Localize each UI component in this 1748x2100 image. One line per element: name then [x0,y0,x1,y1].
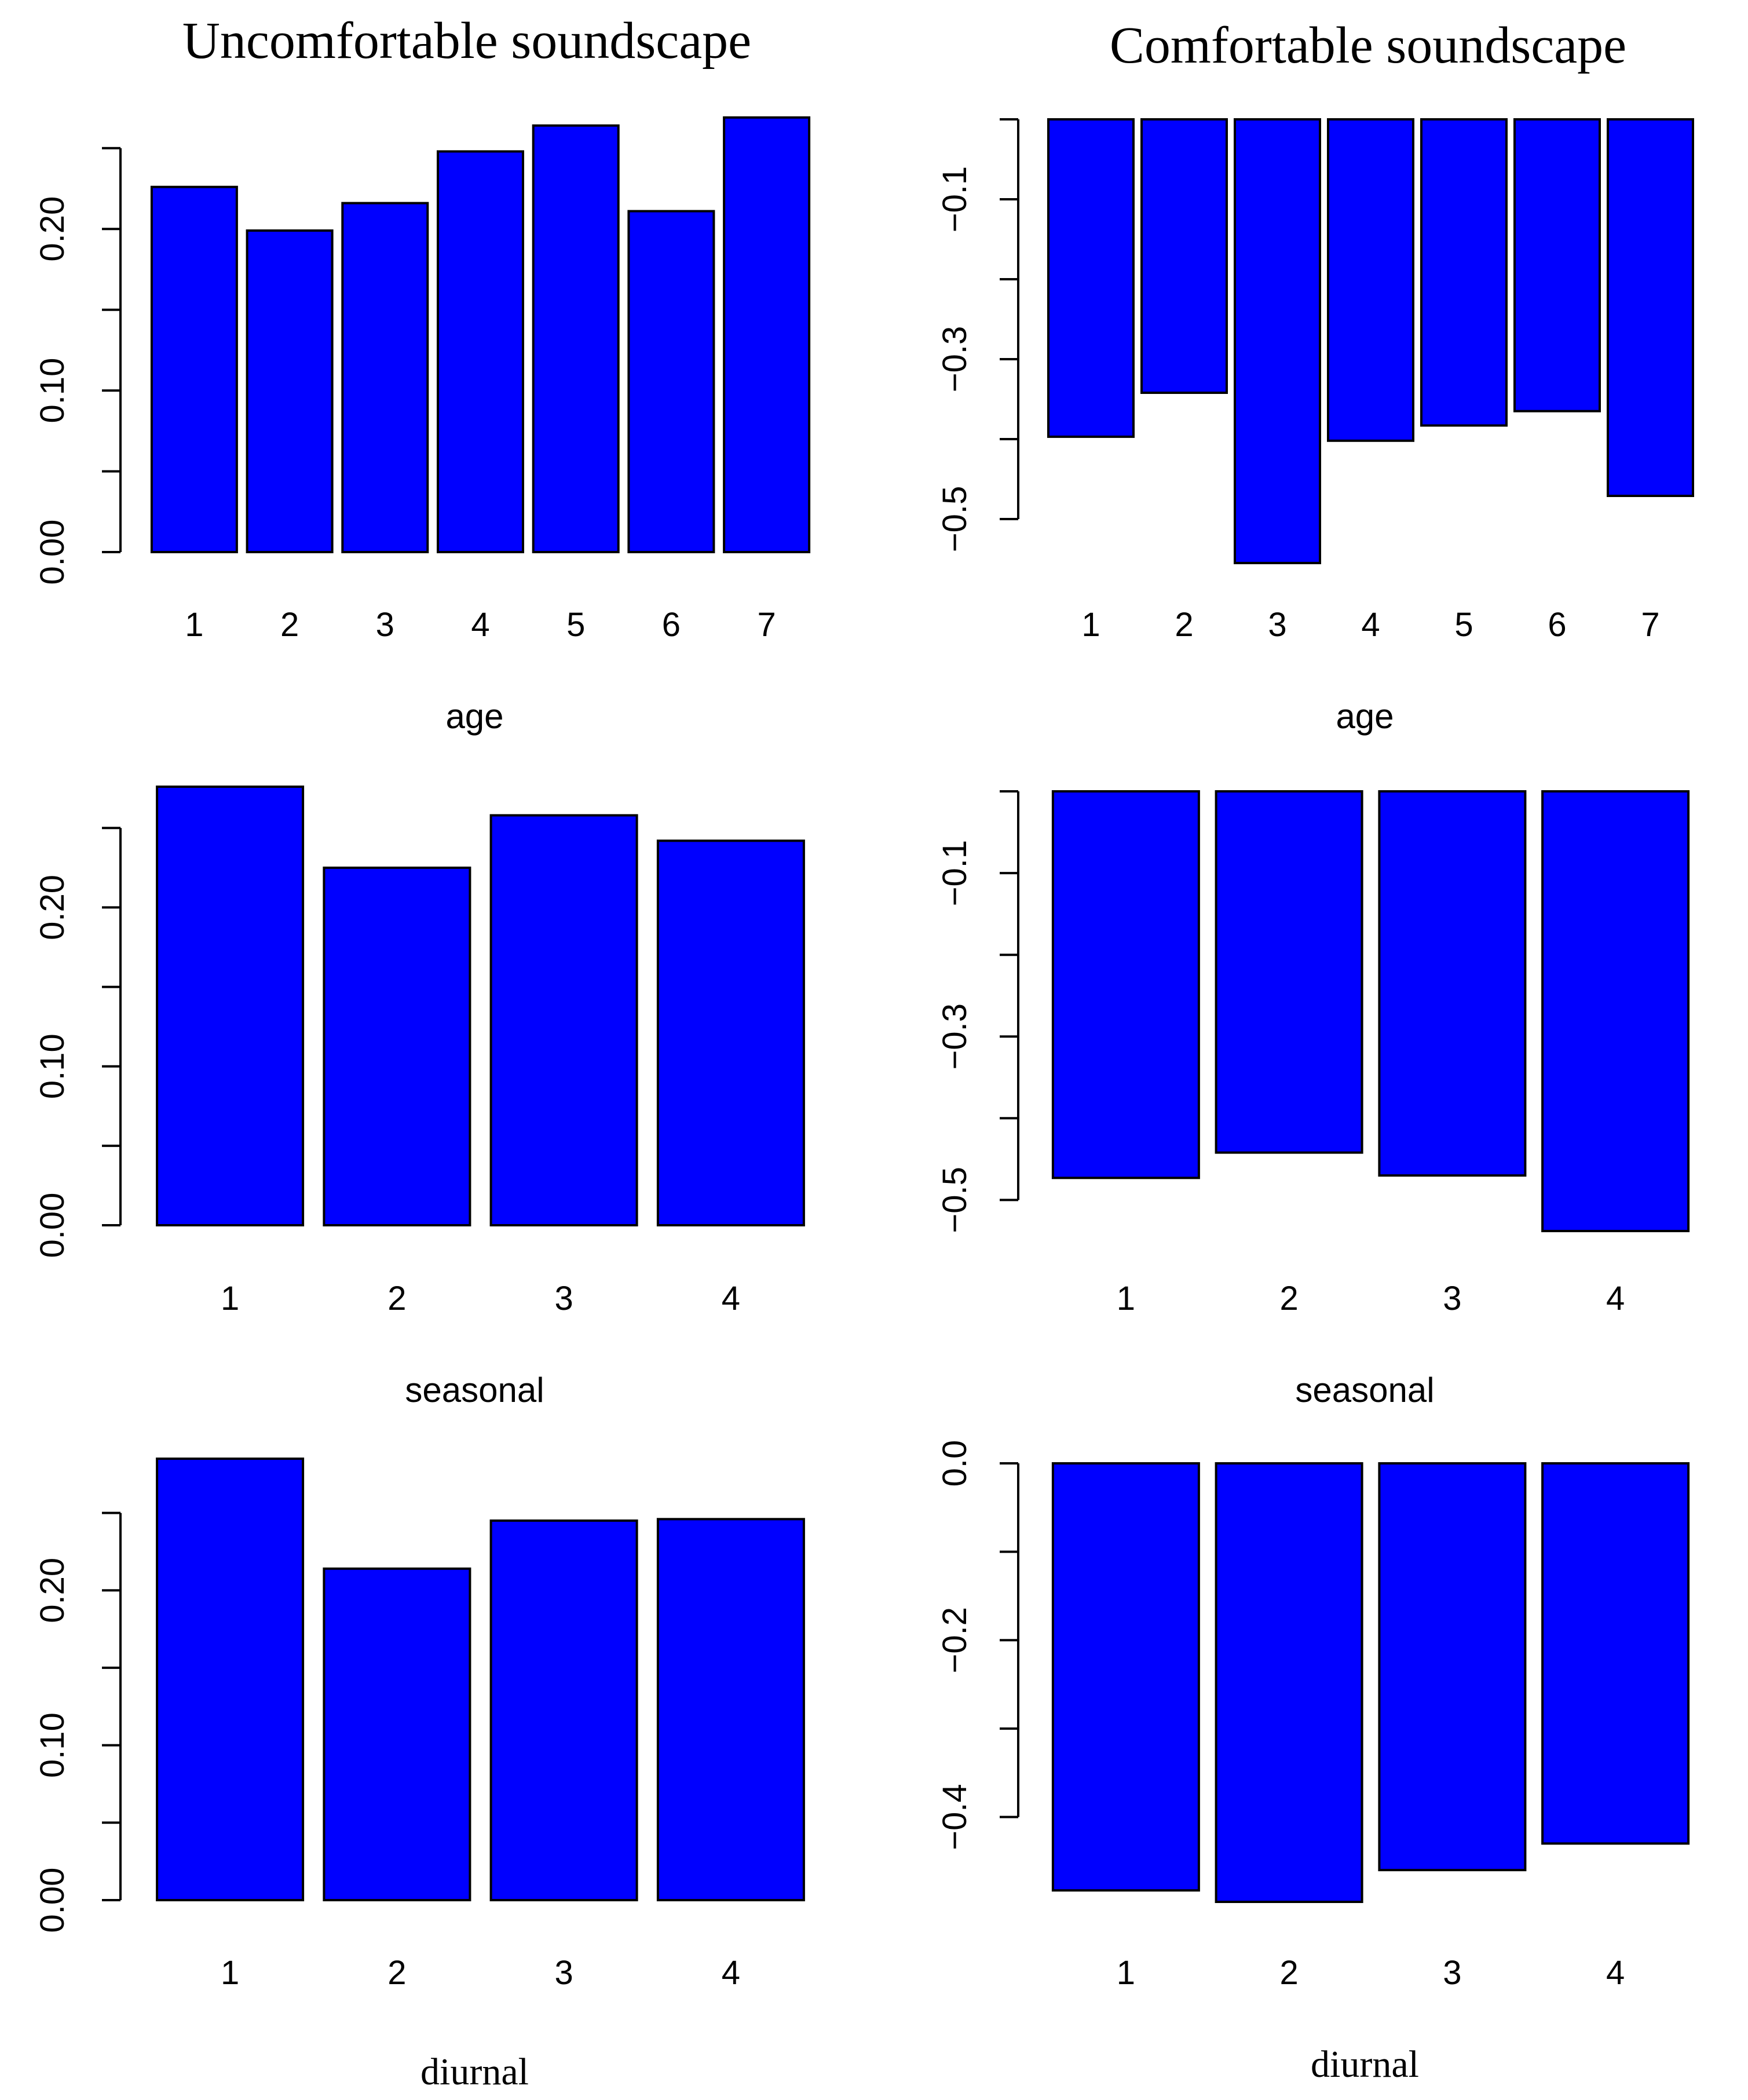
y-tick-label: −0.3 [936,326,974,393]
x-tick-label: 3 [554,1280,573,1317]
y-tick-label: −0.5 [936,486,974,553]
x-tick-label: 5 [1454,606,1473,644]
y-tick-label: 0.00 [34,1193,71,1258]
x-tick-label: 2 [387,1954,406,1992]
panel-uncomfortable-diurnal: 1 2 3 4 0.00 0.10 0.20 diurnal [34,1458,805,2093]
bar-uncomf-diurnal-1 [156,1458,305,1901]
x-tick-label: 3 [554,1954,573,1992]
x-axis-label: age [1336,697,1394,736]
y-tick-label: −0.2 [936,1607,974,1674]
bar-comf-age-5 [1420,118,1508,427]
x-axis-label: seasonal [1295,1371,1434,1409]
x-axis-label: diurnal [1311,2043,1419,2086]
bar-comf-age-7 [1607,118,1694,497]
bar-comf-diurnal-3 [1378,1462,1527,1872]
y-tick-label: 0.00 [34,1868,71,1933]
y-tick-label: 0.0 [936,1440,974,1487]
x-tick-label: 4 [722,1280,740,1317]
x-axis-label: seasonal [405,1371,544,1409]
x-tick-label: 1 [1117,1280,1135,1317]
x-tick-label: 1 [185,606,203,644]
x-tick-label: 1 [221,1280,239,1317]
x-tick-label: 1 [221,1954,239,1992]
y-tick-label: −0.1 [936,166,974,233]
panel-uncomfortable-seasonal: 1 2 3 4 0.00 0.10 0.20 seasonal [34,786,805,1409]
bar-uncomf-diurnal-2 [323,1567,471,1902]
bar-uncomf-diurnal-3 [489,1519,638,1901]
y-tick-label: 0.10 [34,358,71,423]
x-tick-label: 4 [1606,1954,1625,1992]
x-tick-label: 6 [662,606,681,644]
y-tick-label: −0.3 [936,1003,974,1070]
bar-uncomf-seasonal-3 [489,814,638,1226]
panel-uncomfortable-age: 1 2 3 4 5 6 7 0.00 0.10 0.20 age [34,116,811,736]
bar-comf-diurnal-2 [1215,1462,1363,1903]
x-tick-label: 5 [566,606,585,644]
x-tick-label: 6 [1548,606,1566,644]
x-tick-label: 4 [471,606,489,644]
bar-comf-age-6 [1513,118,1601,412]
x-tick-label: 3 [1443,1954,1461,1992]
bar-uncomf-diurnal-4 [656,1518,805,1902]
x-tick-label: 2 [1279,1280,1298,1317]
y-tick-label: 0.10 [34,1033,71,1099]
bar-uncomf-age-7 [723,116,811,554]
bar-comf-seasonal-4 [1541,790,1690,1232]
x-tick-label: 2 [280,606,299,644]
bar-comf-age-2 [1140,118,1228,394]
x-tick-label: 2 [387,1280,406,1317]
x-tick-label: 2 [1279,1954,1298,1992]
y-tick-label: −0.5 [936,1167,974,1233]
bar-comf-age-4 [1327,118,1414,442]
bar-uncomf-age-6 [627,210,715,553]
bar-comf-age-1 [1047,118,1135,438]
y-tick-label: 0.10 [34,1712,71,1778]
x-axis-label: age [445,697,503,736]
x-tick-label: 3 [376,606,394,644]
bar-comf-seasonal-2 [1215,790,1363,1154]
x-tick-label: 7 [1641,606,1659,644]
x-tick-label: 2 [1175,606,1193,644]
x-tick-label: 3 [1268,606,1286,644]
panel-comfortable-diurnal: 1 2 3 4 −0.4 −0.2 0.0 diurnal [936,1440,1690,2086]
y-tick-label: −0.1 [936,840,974,907]
x-tick-label: 4 [1361,606,1380,644]
y-tick-label: 0.20 [34,875,71,940]
y-tick-label: 0.20 [34,196,71,262]
y-tick-label: 0.00 [34,520,71,585]
bar-comf-diurnal-1 [1051,1462,1200,1892]
title-uncomfortable: Uncomfortable soundscape [182,12,751,70]
title-comfortable: Comfortable soundscape [1110,17,1626,74]
bar-comf-seasonal-3 [1378,790,1527,1177]
bar-uncomf-age-1 [150,185,238,553]
x-axis-label: diurnal [420,2051,529,2093]
x-tick-label: 1 [1117,1954,1135,1992]
x-tick-label: 1 [1081,606,1100,644]
y-tick-label: 0.20 [34,1558,71,1623]
bar-uncomf-seasonal-2 [323,866,471,1226]
panel-comfortable-seasonal: 1 2 3 4 −0.5 −0.3 −0.1 seasonal [936,790,1690,1409]
bar-uncomf-age-2 [246,229,334,553]
x-tick-label: 7 [757,606,776,644]
bar-uncomf-age-5 [532,124,620,553]
bar-uncomf-seasonal-4 [656,839,805,1227]
bar-comf-seasonal-1 [1051,790,1200,1179]
panel-comfortable-age: 1 2 3 4 5 6 7 −0.5 −0.3 −0.1 age [936,118,1694,736]
bar-uncomf-age-3 [341,202,429,554]
x-tick-label: 4 [1606,1280,1625,1317]
y-tick-label: −0.4 [936,1784,974,1850]
x-tick-label: 3 [1443,1280,1461,1317]
bar-uncomf-seasonal-1 [156,786,305,1226]
bar-comf-age-3 [1234,118,1321,564]
x-tick-label: 4 [722,1954,740,1992]
bar-uncomf-age-4 [437,150,524,553]
bar-comf-diurnal-4 [1541,1462,1690,1845]
